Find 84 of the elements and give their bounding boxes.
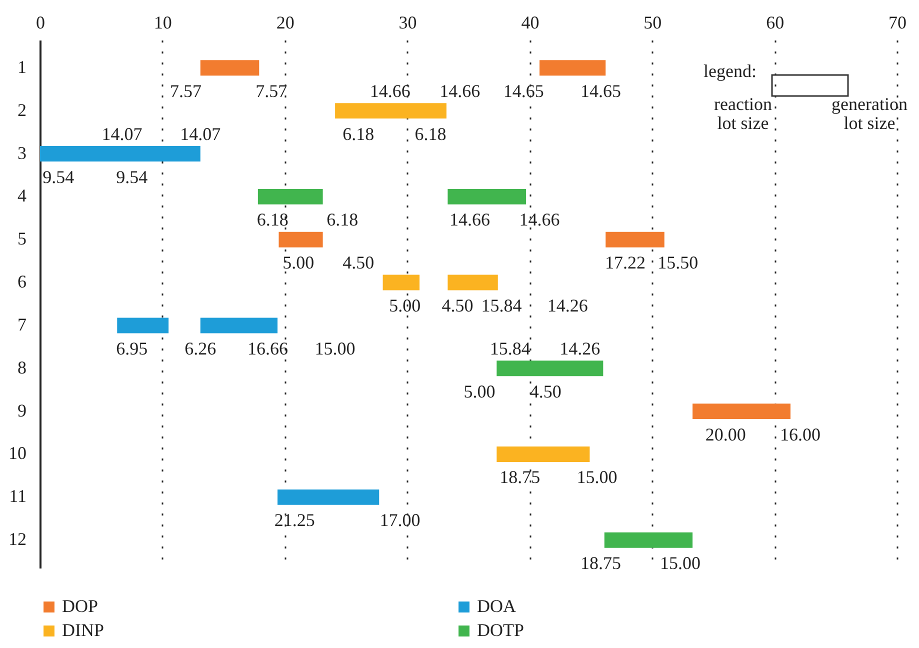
bar <box>40 146 200 162</box>
bar <box>335 103 446 119</box>
bar <box>278 232 323 248</box>
annotation: 17.00 <box>380 510 420 530</box>
y-tick-label: 2 <box>18 100 26 120</box>
x-tick-label: 40 <box>521 12 540 32</box>
y-tick-label: 12 <box>8 529 26 550</box>
bar <box>604 532 693 548</box>
annotation: 15.84 <box>481 296 522 316</box>
y-tick-label: 10 <box>8 443 26 464</box>
annotation: legend: <box>702 61 758 81</box>
annotation: 6.95 <box>116 338 148 358</box>
annotation: 14.07 <box>180 124 221 144</box>
annotation: 17.22 <box>604 252 646 273</box>
annotation: 9.54 <box>116 166 148 187</box>
bar <box>540 60 606 76</box>
y-tick-label: 11 <box>9 486 26 506</box>
annotation: 16.66 <box>247 338 288 358</box>
legend-label: DOA <box>477 596 516 616</box>
x-tick-label: 0 <box>36 12 45 32</box>
x-tick-label: 30 <box>398 12 417 32</box>
y-tick-label: 4 <box>18 186 26 206</box>
bar <box>382 274 420 290</box>
legend-label: DOP <box>62 596 98 616</box>
annotation: 14.26 <box>560 338 600 358</box>
bar <box>496 446 590 462</box>
annotation: 14.07 <box>102 124 142 144</box>
annotation: 16.00 <box>780 424 821 444</box>
annotation: 20.00 <box>705 424 746 444</box>
legend-label: DOTP <box>477 620 524 640</box>
x-tick-label: 70 <box>888 12 906 32</box>
annotation: 14.66 <box>519 210 560 230</box>
annotation: 14.65 <box>503 80 544 101</box>
annotation: 18.75 <box>500 467 540 488</box>
annotation: 15.00 <box>576 467 618 488</box>
y-tick-label: 1 <box>18 56 26 77</box>
bar <box>496 360 604 376</box>
y-tick-label: 7 <box>18 314 26 334</box>
annotation: 6.18 <box>342 124 374 144</box>
annotation: 6.26 <box>184 338 216 358</box>
y-tick-label: 8 <box>18 357 26 378</box>
annotation: 4.50 <box>442 296 474 316</box>
annotation: 15.00 <box>314 338 356 358</box>
annotation: 21.25 <box>274 510 315 530</box>
annotation: 6.18 <box>256 210 288 230</box>
bar <box>117 318 169 334</box>
annotation: 7.57 <box>170 80 202 101</box>
y-tick-label: 9 <box>18 400 26 420</box>
y-tick-label: 5 <box>18 228 26 249</box>
annotation: 4.50 <box>342 252 374 273</box>
bar <box>200 60 260 76</box>
annotation: 15.84 <box>490 338 530 358</box>
bar <box>200 318 278 334</box>
y-tick-label: 6 <box>18 272 26 292</box>
annotation: 6.18 <box>326 210 358 230</box>
y-tick-label: 3 <box>18 142 26 163</box>
annotation: 5.00 <box>282 252 314 273</box>
x-tick-label: 10 <box>154 12 172 32</box>
annotation: 5.00 <box>389 296 421 316</box>
annotation: 14.65 <box>580 80 621 101</box>
annotation: 14.66 <box>449 210 490 230</box>
bar <box>606 232 664 248</box>
annotation: 5.00 <box>464 381 496 402</box>
annotation: generation lot size <box>830 94 908 133</box>
annotation: 7.57 <box>256 80 288 101</box>
bar <box>448 188 526 204</box>
bar <box>448 274 498 290</box>
annotation: 15.00 <box>660 553 701 574</box>
annotation: 18.75 <box>580 553 621 574</box>
x-tick-label: 20 <box>276 12 294 32</box>
bar <box>692 404 790 420</box>
legend-label: DINP <box>62 620 104 640</box>
bar <box>278 489 380 505</box>
bar <box>258 188 323 204</box>
annotation: 4.50 <box>530 381 562 402</box>
annotation: 14.26 <box>547 296 588 316</box>
annotation: 9.54 <box>42 166 74 187</box>
x-tick-label: 60 <box>766 12 784 32</box>
x-tick-label: 50 <box>644 12 662 32</box>
annotation: 14.66 <box>370 80 410 101</box>
annotation: 15.50 <box>658 252 698 273</box>
annotation: 6.18 <box>414 124 446 144</box>
annotation: 14.66 <box>440 80 480 101</box>
annotation: reaction lot size <box>713 94 773 133</box>
